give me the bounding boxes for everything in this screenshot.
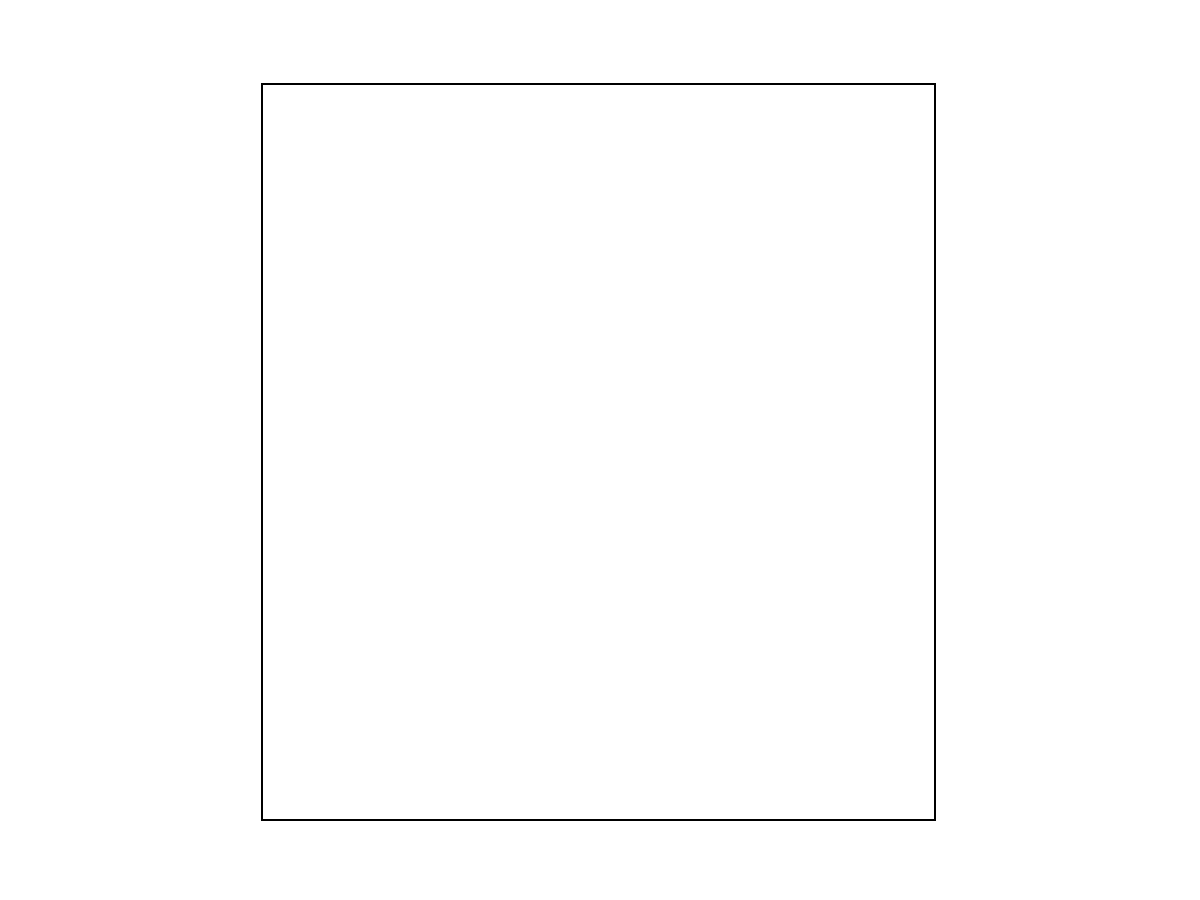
plot-border [261,83,936,821]
